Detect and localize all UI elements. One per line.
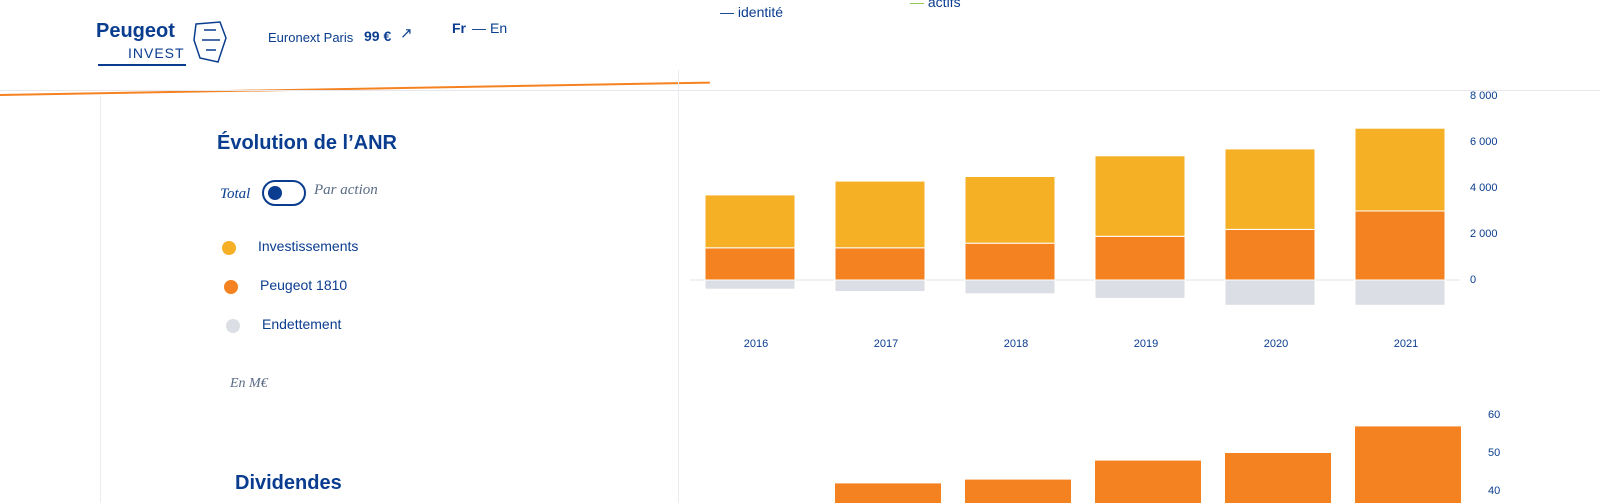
- unit-note: En M€: [230, 376, 268, 391]
- bar-segment: [1354, 210, 1446, 281]
- lang-separator: —: [472, 20, 486, 36]
- x-tick-label: 2017: [874, 338, 898, 350]
- bar-segment: [834, 180, 926, 249]
- bar-segment: [704, 247, 796, 281]
- y-tick-label: 40: [1488, 485, 1500, 497]
- x-tick-label: 2018: [1004, 338, 1028, 350]
- bar-segment: [834, 247, 926, 281]
- logo-arrow: [98, 64, 186, 66]
- bar: [1225, 453, 1331, 503]
- header-border: [0, 90, 1600, 91]
- legend-swatch: [224, 280, 238, 294]
- nav-text[interactable]: identité: [737, 4, 784, 20]
- bar-segment: [1224, 228, 1316, 281]
- bar-segment: [1354, 279, 1446, 306]
- y-tick-label: 8 000: [1470, 90, 1498, 102]
- y-tick-label: 60: [1488, 409, 1500, 421]
- legend-label: Investissements: [258, 238, 359, 254]
- y-tick-label: 6 000: [1470, 136, 1498, 148]
- bar-segment: [1094, 235, 1186, 281]
- bar: [835, 483, 941, 503]
- bar-segment: [964, 242, 1056, 281]
- market-label: Euronext Paris: [268, 30, 354, 45]
- nav-text[interactable]: actifs: [927, 0, 961, 10]
- y-tick-label: 4 000: [1470, 182, 1498, 194]
- lang-en[interactable]: En: [490, 20, 508, 36]
- legend-label: Peugeot 1810: [260, 277, 348, 293]
- toggle-knob: [268, 186, 282, 200]
- logo-text[interactable]: Peugeot: [96, 20, 175, 42]
- bar-segment: [1094, 155, 1186, 237]
- bar: [965, 479, 1071, 503]
- x-tick-label: 2021: [1394, 338, 1418, 350]
- divider: [100, 96, 101, 503]
- bar-segment: [1094, 279, 1186, 299]
- y-tick-label: 2 000: [1470, 228, 1498, 240]
- bar-segment: [964, 176, 1056, 244]
- share-price[interactable]: 99 €: [364, 28, 392, 44]
- legend-swatch: [226, 319, 240, 333]
- toggle-switch[interactable]: [262, 180, 306, 206]
- bar-segment: [964, 279, 1056, 295]
- chart-title: Évolution de l’ANR: [217, 132, 397, 154]
- bar-segment: [1224, 279, 1316, 306]
- legend-swatch: [222, 241, 236, 255]
- logo-subtext[interactable]: INVEST: [128, 45, 185, 61]
- nav-link[interactable]: — identité: [720, 4, 784, 20]
- x-tick-label: 2020: [1264, 338, 1288, 350]
- bar-segment: [834, 279, 926, 292]
- toggle-label[interactable]: Par action: [314, 182, 378, 198]
- bar-segment: [704, 194, 796, 249]
- logo-lion: [193, 21, 227, 63]
- x-tick-label: 2016: [744, 338, 768, 350]
- bar: [1095, 460, 1201, 503]
- y-tick-label: 0: [1470, 274, 1476, 286]
- bar-segment: [1224, 148, 1316, 230]
- toggle-label[interactable]: Total: [220, 186, 251, 202]
- nav-link[interactable]: — actifs: [910, 0, 961, 10]
- lang-fr[interactable]: Fr: [452, 20, 466, 36]
- external-arrow[interactable]: ↗: [400, 25, 413, 42]
- legend-label: Endettement: [262, 316, 342, 332]
- divider: [678, 70, 679, 503]
- chart-title: Dividendes: [235, 472, 342, 494]
- y-tick-label: 50: [1488, 447, 1500, 459]
- bar-segment: [704, 279, 796, 290]
- bar-segment: [1354, 127, 1446, 212]
- x-tick-label: 2019: [1134, 338, 1158, 350]
- bar: [1355, 426, 1461, 503]
